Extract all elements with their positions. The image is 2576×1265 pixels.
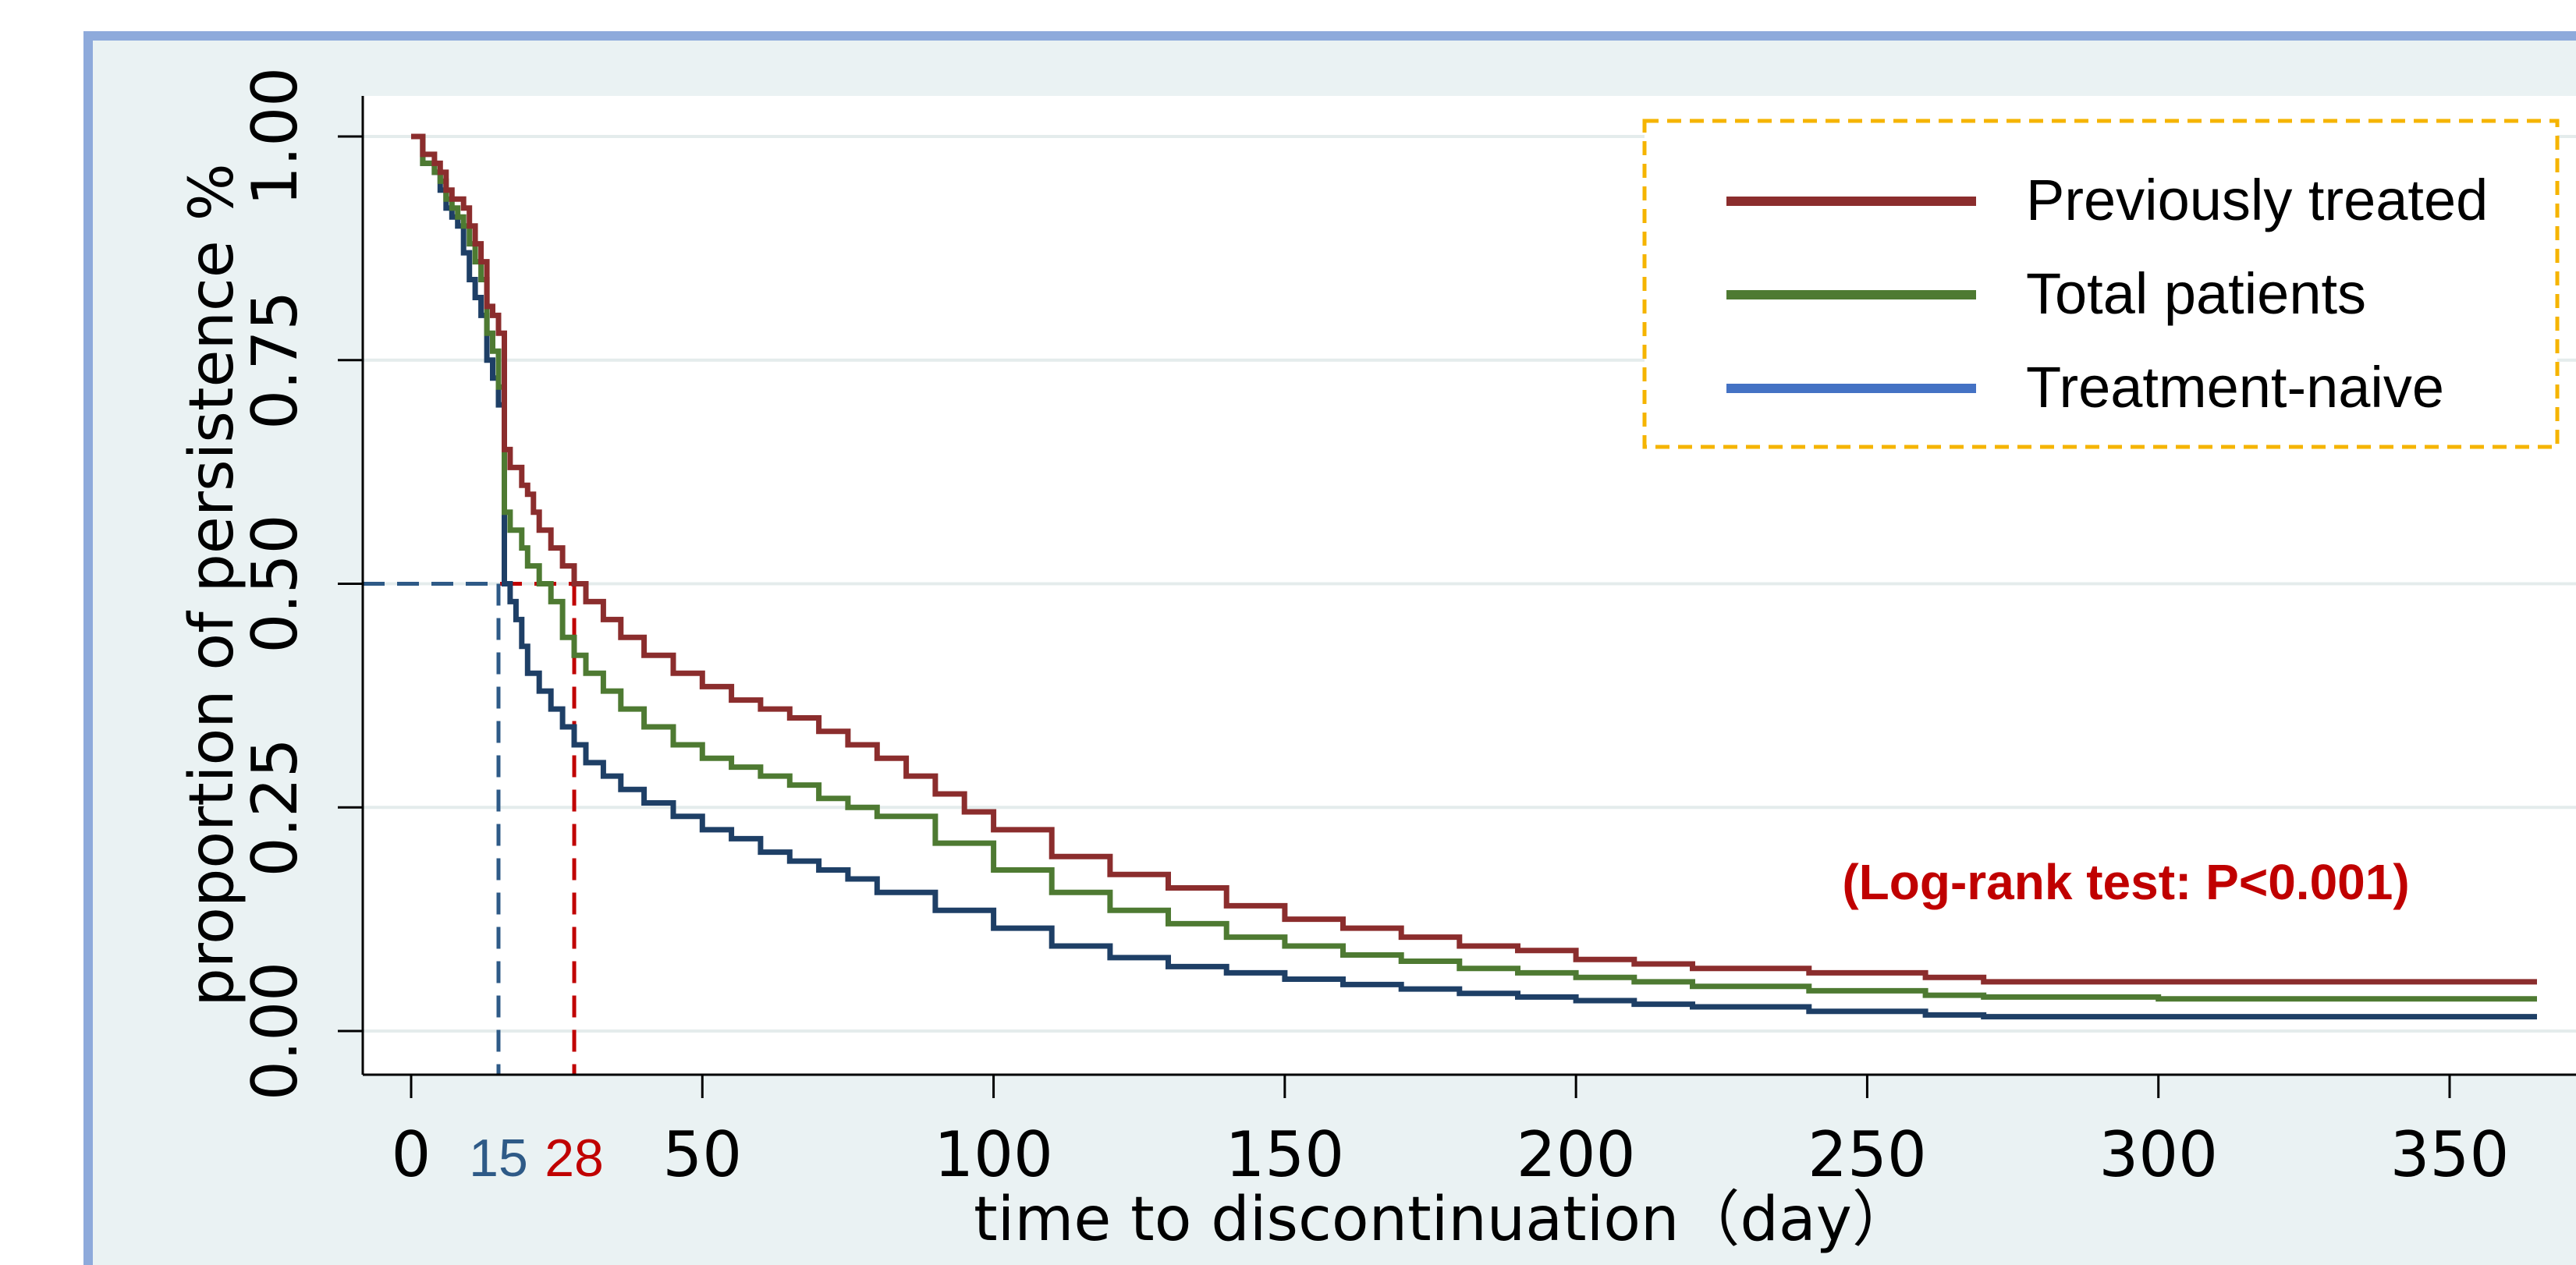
- y-tick-label: 0.25: [239, 738, 311, 877]
- series-line-previously-treated: [411, 133, 2537, 985]
- legend-label: Total patients: [2026, 261, 2366, 326]
- legend: Previously treated Total patients Treatmen…: [1642, 119, 2560, 449]
- series-line-treatment-naive: [411, 133, 2537, 1020]
- x-tick-label: 200: [1517, 1118, 1636, 1191]
- median-label: 28: [545, 1129, 604, 1188]
- axes: [361, 96, 2576, 1076]
- x-tick-label: 350: [2390, 1118, 2510, 1191]
- y-tick-label: 1.00: [239, 67, 311, 206]
- y-tick-label: 0.00: [239, 962, 311, 1100]
- median-labels: 15 28: [469, 1129, 604, 1188]
- y-axis-ticks: 0.00 0.25 0.50 0.75 1.00: [239, 67, 363, 1100]
- x-axis-ticks: 0 50 100 150 200 250 300 350: [392, 1075, 2510, 1191]
- x-tick-label: 300: [2099, 1118, 2218, 1191]
- y-tick-label: 0.75: [239, 291, 311, 430]
- legend-label: Treatment-naive: [2026, 355, 2444, 420]
- x-tick-label: 0: [392, 1118, 431, 1191]
- x-tick-label: 150: [1226, 1118, 1345, 1191]
- x-tick-label: 50: [662, 1118, 742, 1191]
- median-label: 15: [469, 1129, 528, 1188]
- y-tick-label: 0.50: [239, 514, 311, 653]
- series-line-total-patients: [411, 133, 2537, 1002]
- survival-curves: [411, 133, 2537, 1020]
- x-axis-title: time to discontinuation（day）: [974, 1185, 1913, 1255]
- legend-label: Previously treated: [2026, 168, 2488, 232]
- x-tick-label: 250: [1808, 1118, 1927, 1191]
- log-rank-annotation: (Log-rank test: P<0.001): [1842, 854, 2409, 910]
- x-tick-label: 100: [934, 1118, 1053, 1191]
- y-axis-title: proportion of persistence %: [177, 163, 247, 1006]
